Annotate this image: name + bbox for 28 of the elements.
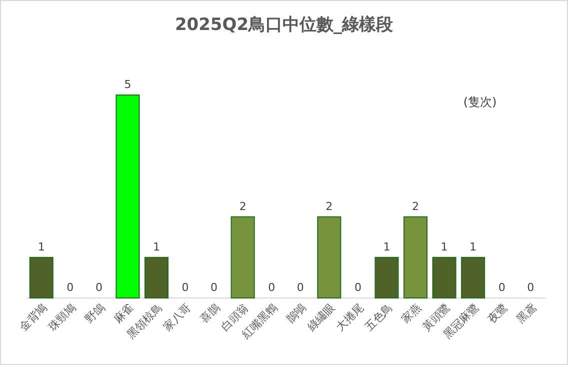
x-tick-label: 喜鵲 — [198, 301, 222, 326]
data-label: 1 — [470, 240, 477, 254]
data-label: 5 — [124, 78, 132, 91]
data-label: 0 — [354, 281, 362, 294]
x-tick-label: 野鴿 — [82, 301, 108, 326]
y-axis-title: (隻次) — [463, 95, 497, 109]
data-label: 1 — [383, 240, 390, 254]
data-label: 0 — [498, 281, 506, 294]
data-label: 1 — [440, 240, 448, 254]
x-tick-label: 麻雀 — [111, 301, 136, 326]
data-label: 0 — [268, 281, 276, 294]
data-label: 2 — [239, 200, 246, 213]
data-label: 1 — [38, 240, 45, 254]
chart-title: 2025Q2鳥口中位數_綠樣段 — [174, 15, 394, 35]
data-label: 0 — [210, 281, 218, 294]
data-label: 0 — [527, 281, 534, 294]
data-label: 1 — [153, 240, 160, 254]
x-tick-label: 大捲尾 — [334, 301, 366, 334]
data-label: 2 — [326, 200, 333, 213]
data-label: 0 — [66, 281, 74, 294]
x-tick-label: 黑鳶 — [514, 301, 539, 326]
x-tick-label: 家燕 — [398, 301, 424, 326]
data-label: 0 — [296, 281, 304, 294]
x-tick-label: 夜鷺 — [485, 301, 510, 326]
data-label: 0 — [182, 281, 189, 294]
data-label: 0 — [95, 281, 102, 294]
x-tick-label: 鵲鴝 — [284, 301, 309, 326]
data-label: 2 — [412, 200, 419, 213]
